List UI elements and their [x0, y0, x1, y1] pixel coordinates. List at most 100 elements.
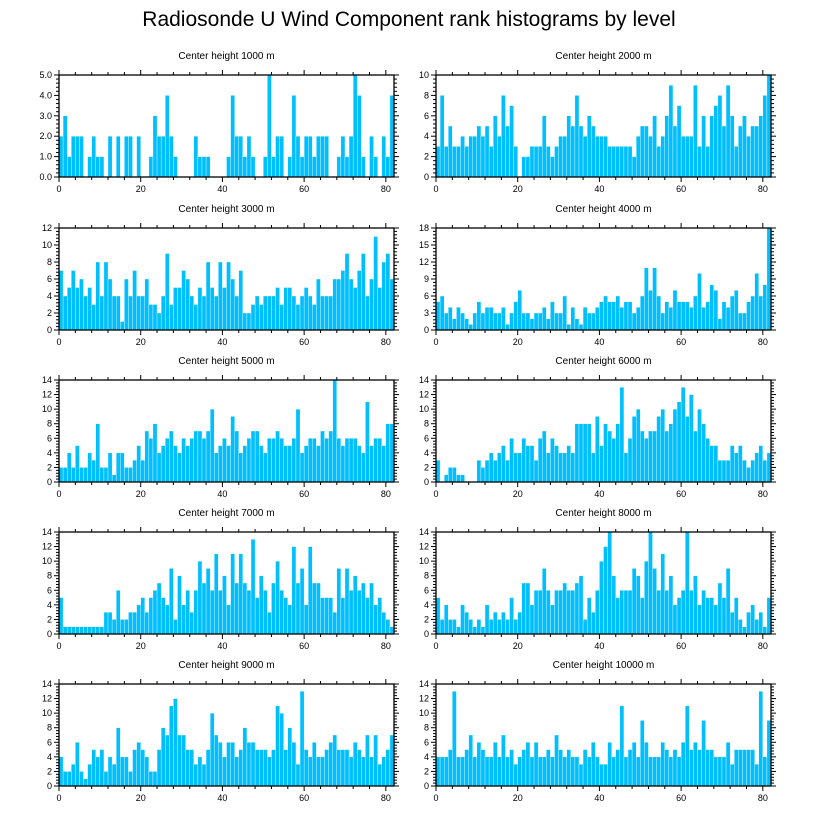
histogram-bar [729, 611, 735, 635]
histogram-bar [652, 430, 657, 483]
histogram-bar [205, 430, 211, 483]
histogram-bar [525, 156, 531, 178]
histogram-bar [668, 756, 674, 787]
histogram-bar [303, 604, 309, 635]
histogram-bar [754, 125, 759, 178]
y-tick-label: 8 [47, 571, 52, 581]
histogram-bar [279, 136, 284, 178]
histogram-bar [214, 452, 219, 483]
histogram-bar [762, 284, 768, 331]
histogram-bar [169, 568, 174, 635]
histogram-bar [177, 734, 182, 787]
histogram-bar [128, 467, 133, 483]
histogram-bar [676, 105, 682, 178]
x-tick-label: 0 [433, 184, 438, 194]
histogram-panel-10: Center height 10000 m 0 2 4 6 8 10 12 14 0 20 40 60 8… [419, 660, 776, 803]
histogram-bar [619, 590, 625, 635]
histogram-bar [111, 619, 117, 635]
histogram-bar [713, 756, 719, 787]
histogram-bar [537, 146, 543, 178]
histogram-bar [83, 626, 88, 635]
y-tick-label: 2 [424, 614, 429, 624]
histogram-bar [493, 115, 498, 178]
y-tick-label: 1.0 [39, 152, 52, 162]
histogram-bar [116, 452, 121, 483]
histogram-bar [242, 312, 248, 331]
histogram-bar [664, 590, 670, 635]
histogram-bar [611, 438, 616, 483]
histogram-bar [586, 115, 592, 178]
histogram-bar [578, 575, 584, 635]
histogram-bar [750, 749, 755, 787]
histogram-bar [238, 553, 244, 635]
histogram-bar [672, 604, 678, 635]
histogram-bar [762, 95, 768, 178]
histogram-bar [533, 590, 539, 635]
histogram-bar [452, 619, 457, 635]
x-tick-label: 80 [381, 489, 391, 499]
histogram-bar [148, 771, 154, 787]
histogram-bar [448, 619, 453, 635]
histogram-bar [660, 742, 665, 787]
histogram-bar [505, 619, 510, 635]
y-tick-label: 2 [47, 766, 52, 776]
plot-frame [435, 74, 772, 178]
histogram-bar [316, 582, 321, 635]
histogram-bar [452, 318, 457, 331]
histogram-bar [246, 312, 252, 331]
histogram-bar [87, 626, 92, 635]
histogram-bar [631, 156, 637, 178]
histogram-bar [627, 749, 633, 787]
histogram-bar [160, 727, 166, 787]
plot-frame [435, 379, 772, 483]
y-tick-label: 14 [419, 375, 429, 385]
histogram-bar [116, 136, 121, 178]
histogram-bar [201, 763, 207, 787]
histogram-bar [742, 312, 747, 331]
histogram-bar [111, 295, 117, 331]
histogram-bar [591, 742, 596, 787]
histogram-bar [365, 734, 370, 787]
histogram-bar [574, 95, 580, 178]
histogram-panel-1: Center height 1000 m 0.0 1.0 2.0 3.0 4.0 5.0 0 2… [39, 51, 399, 194]
histogram-bar [148, 597, 154, 635]
histogram-bar [267, 611, 272, 635]
histogram-bar [468, 324, 473, 331]
y-tick-label: 2 [47, 462, 52, 472]
x-tick-label: 40 [594, 641, 604, 651]
y-tick-label: 12 [419, 390, 429, 400]
histogram-bar [344, 749, 350, 787]
histogram-bar [381, 611, 387, 635]
histogram-bar [189, 295, 194, 331]
y-tick-label: 12 [42, 694, 52, 704]
histogram-bar [156, 136, 162, 178]
histogram-bar [640, 597, 645, 635]
histogram-bar [640, 720, 645, 787]
histogram-bar [558, 312, 563, 331]
histogram-bar [562, 136, 567, 178]
histogram-bar [631, 416, 637, 483]
histogram-bar [689, 590, 694, 635]
histogram-bar [369, 278, 374, 331]
histogram-bar [107, 611, 113, 635]
y-tick-label: 4 [424, 752, 429, 762]
histogram-bar [566, 445, 571, 483]
histogram-bar [615, 295, 621, 331]
histogram-bar [713, 604, 719, 635]
y-tick-label: 12 [42, 223, 52, 233]
histogram-bar [320, 295, 325, 331]
histogram-bar [226, 445, 231, 483]
histogram-bar [312, 438, 317, 483]
histogram-bar [443, 474, 449, 483]
y-tick-label: 14 [42, 375, 52, 385]
histogram-bar [120, 756, 125, 787]
histogram-bar [385, 156, 391, 178]
histogram-bar [83, 778, 88, 787]
histogram-bar [136, 136, 141, 178]
histogram-bar [136, 604, 141, 635]
histogram-bar [623, 146, 629, 178]
histogram-bar [452, 146, 457, 178]
histogram-bar [254, 295, 260, 331]
histogram-bar [189, 438, 194, 483]
